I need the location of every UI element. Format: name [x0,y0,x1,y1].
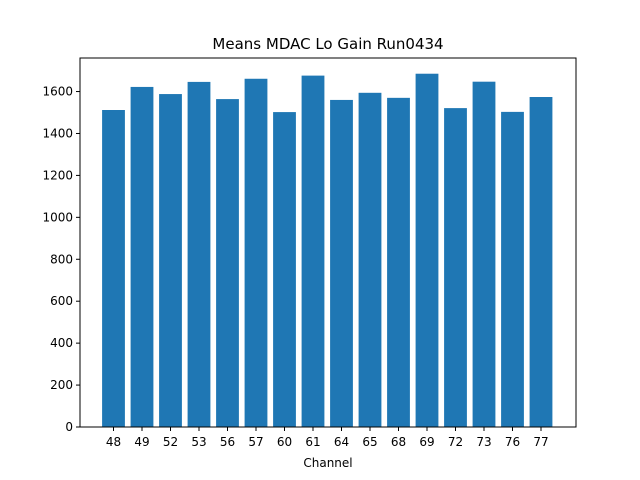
x-tick-label: 65 [362,435,377,449]
x-tick-label: 60 [277,435,292,449]
y-tick-label: 400 [50,336,73,350]
x-tick-label: 61 [305,435,320,449]
x-axis: 48 49 52 53 56 57 60 61 64 65 68 69 72 73 76 77 [106,427,549,449]
x-tick-label: 73 [476,435,491,449]
bar-channel-56 [216,99,239,427]
y-tick-label: 1000 [42,210,73,224]
x-tick-label: 53 [191,435,206,449]
chart-title: Means MDAC Lo Gain Run0434 [212,35,443,53]
y-tick-label: 0 [65,420,73,434]
x-tick-label: 76 [505,435,520,449]
y-tick-label: 800 [50,252,73,266]
bar-channel-57 [244,78,268,427]
bar-channel-48 [102,110,125,427]
x-tick-label: 52 [163,435,178,449]
bar-channel-60 [273,112,296,427]
bar-channel-53 [187,81,211,428]
bar-channel-69 [415,73,439,427]
bar-channel-72 [444,108,467,428]
x-tick-label: 56 [220,435,235,449]
y-tick-label: 1400 [42,126,73,140]
y-axis: 0 200 400 600 800 1000 1200 1400 1600 [42,85,80,434]
bar-channel-77 [529,97,553,427]
y-tick-label: 600 [50,294,73,308]
x-axis-label: Channel [303,456,352,470]
bar-channel-49 [130,86,154,428]
x-tick-label: 68 [391,435,406,449]
x-tick-label: 77 [533,435,548,449]
bar-channel-52 [159,94,182,427]
bar-channel-65 [358,92,382,428]
bar-channel-68 [387,97,410,427]
x-tick-label: 64 [334,435,349,449]
x-tick-label: 69 [419,435,434,449]
x-tick-label: 72 [448,435,463,449]
x-tick-label: 49 [134,435,149,449]
y-tick-label: 1600 [42,85,73,99]
bar-channel-64 [330,99,353,428]
bar-channel-73 [472,81,496,427]
bar-channel-61 [301,75,325,428]
plot-frame [79,57,577,428]
bar-channel-76 [501,111,524,427]
x-tick-label: 48 [106,435,121,449]
y-tick-label: 200 [50,378,73,392]
x-tick-label: 57 [248,435,263,449]
bars-group [102,73,553,428]
y-tick-label: 1200 [42,168,73,182]
